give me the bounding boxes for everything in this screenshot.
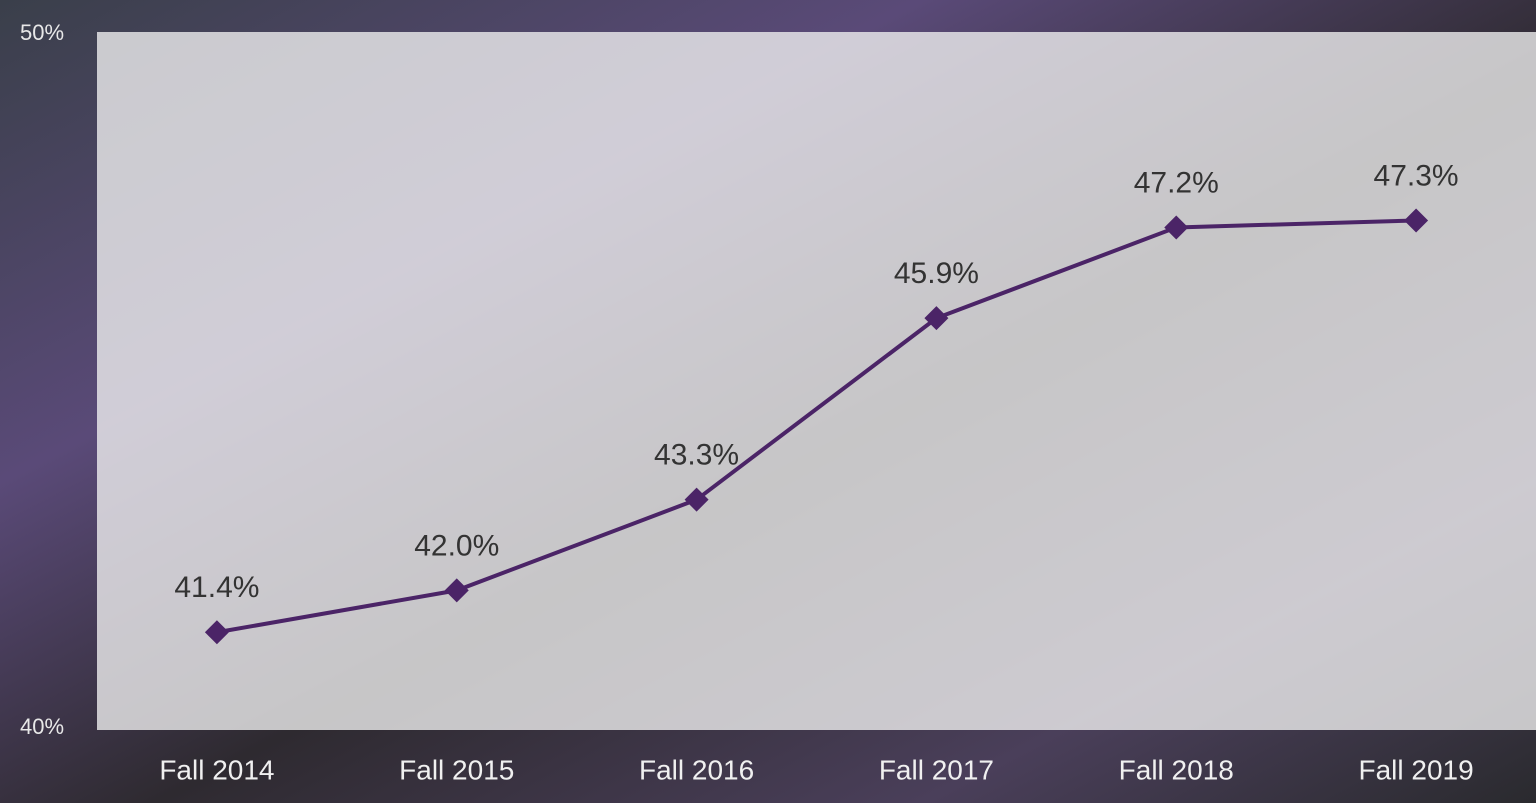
data-label: 47.3%: [1374, 159, 1459, 192]
data-label: 42.0%: [414, 529, 499, 562]
plot-area: [97, 32, 1536, 730]
chart: 40% 50% Fall 2014 Fall 2015 Fall 2016 Fall 20…: [0, 0, 1536, 803]
data-label: 41.4%: [174, 571, 259, 604]
x-tick-label: Fall 2017: [879, 754, 994, 785]
data-label: 47.2%: [1134, 166, 1219, 199]
data-label: 45.9%: [894, 257, 979, 290]
x-tick-label: Fall 2016: [639, 754, 754, 785]
x-tick-label: Fall 2015: [399, 754, 514, 785]
page: 40% 50% Fall 2014 Fall 2015 Fall 2016 Fall 20…: [0, 0, 1536, 803]
y-tick-label: 40%: [20, 714, 64, 739]
data-label: 43.3%: [654, 439, 739, 472]
x-tick-label: Fall 2014: [159, 754, 274, 785]
x-tick-label: Fall 2019: [1358, 754, 1473, 785]
x-tick-label: Fall 2018: [1119, 754, 1234, 785]
y-tick-label: 50%: [20, 20, 64, 45]
